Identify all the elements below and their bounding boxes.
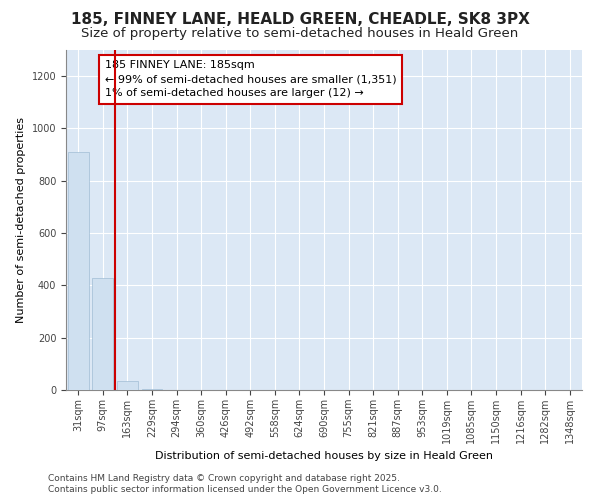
Text: 185 FINNEY LANE: 185sqm
← 99% of semi-detached houses are smaller (1,351)
1% of : 185 FINNEY LANE: 185sqm ← 99% of semi-de… (104, 60, 397, 98)
Y-axis label: Number of semi-detached properties: Number of semi-detached properties (16, 117, 26, 323)
Text: 185, FINNEY LANE, HEALD GREEN, CHEADLE, SK8 3PX: 185, FINNEY LANE, HEALD GREEN, CHEADLE, … (71, 12, 529, 28)
Bar (142, 389, 163, 390)
Bar (117, 381, 138, 390)
Text: Contains HM Land Registry data © Crown copyright and database right 2025.
Contai: Contains HM Land Registry data © Crown c… (48, 474, 442, 494)
Bar (92, 278, 113, 390)
Text: Size of property relative to semi-detached houses in Heald Green: Size of property relative to semi-detach… (82, 28, 518, 40)
X-axis label: Distribution of semi-detached houses by size in Heald Green: Distribution of semi-detached houses by … (155, 452, 493, 462)
Bar (68, 152, 89, 390)
